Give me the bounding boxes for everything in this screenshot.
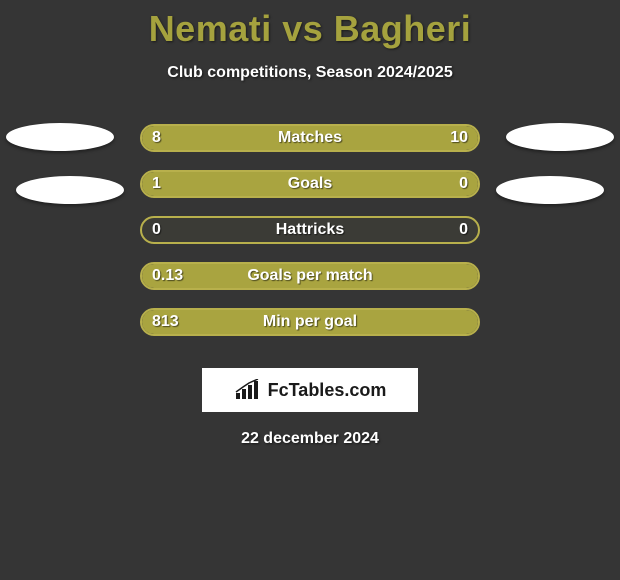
decorative-ellipse [6,123,114,151]
stat-label: Hattricks [142,218,478,242]
decorative-ellipse [496,176,604,204]
stat-row: 813Min per goal [0,308,620,354]
stat-row: 0.13Goals per match [0,262,620,308]
decorative-ellipse [16,176,124,204]
stat-value-right: 0 [459,218,468,242]
bar-fill [142,264,478,288]
stat-rows: 810Matches10Goals00Hattricks0.13Goals pe… [0,124,620,354]
stat-bar: 810Matches [140,124,480,152]
chart-icon [234,379,262,401]
subtitle: Club competitions, Season 2024/2025 [0,64,620,82]
stat-value-left: 8 [152,126,161,150]
stat-bar: 813Min per goal [140,308,480,336]
bar-fill [142,310,478,334]
date-label: 22 december 2024 [0,430,620,448]
stat-value-left: 1 [152,172,161,196]
stat-row: 0 0Hattricks [0,216,620,262]
page-title: Nemati vs Bagheri [0,0,620,50]
bar-fill-right [280,126,478,150]
bar-fill-left [142,126,280,150]
stat-value-right: 0 [459,172,468,196]
decorative-ellipse [506,123,614,151]
stat-value-right: 10 [450,126,468,150]
logo-box: FcTables.com [202,368,418,412]
stat-bar: 0 0Hattricks [140,216,480,244]
stat-bar: 10Goals [140,170,480,198]
stat-value-left: 0.13 [152,264,183,288]
logo-text: FcTables.com [268,380,387,401]
bar-fill-left [142,172,401,196]
stat-value-left: 813 [152,310,179,334]
stat-value-left: 0 [152,218,161,242]
stat-bar: 0.13Goals per match [140,262,480,290]
